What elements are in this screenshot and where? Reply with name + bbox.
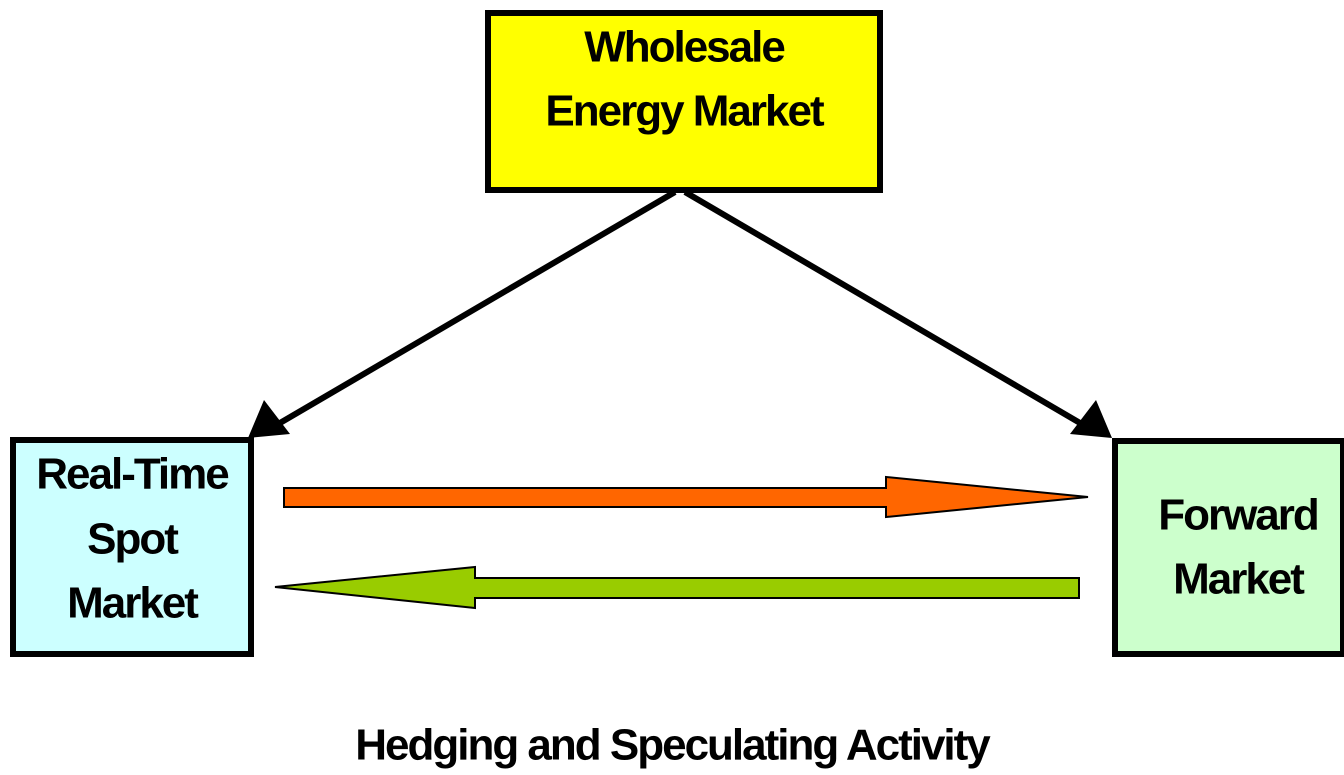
arrow-head [1070,400,1112,438]
caption: Hedging and Speculating Activity [355,721,991,770]
node-box [485,10,883,193]
node-label: Forward [1158,491,1318,540]
connector [266,189,677,433]
flow-arrow [283,475,1089,519]
node-label: Wholesale [584,23,784,72]
node-label: Energy Market [545,87,825,136]
node-label: Real-Time [36,450,228,499]
flow-arrow [274,565,1080,610]
node-label: Market [1173,555,1305,604]
node-box [1112,438,1344,657]
node-label: Spot [87,515,179,564]
arrow-head [248,400,290,438]
connector [683,189,1094,433]
node-box [10,437,254,657]
node-label: Market [67,579,199,628]
